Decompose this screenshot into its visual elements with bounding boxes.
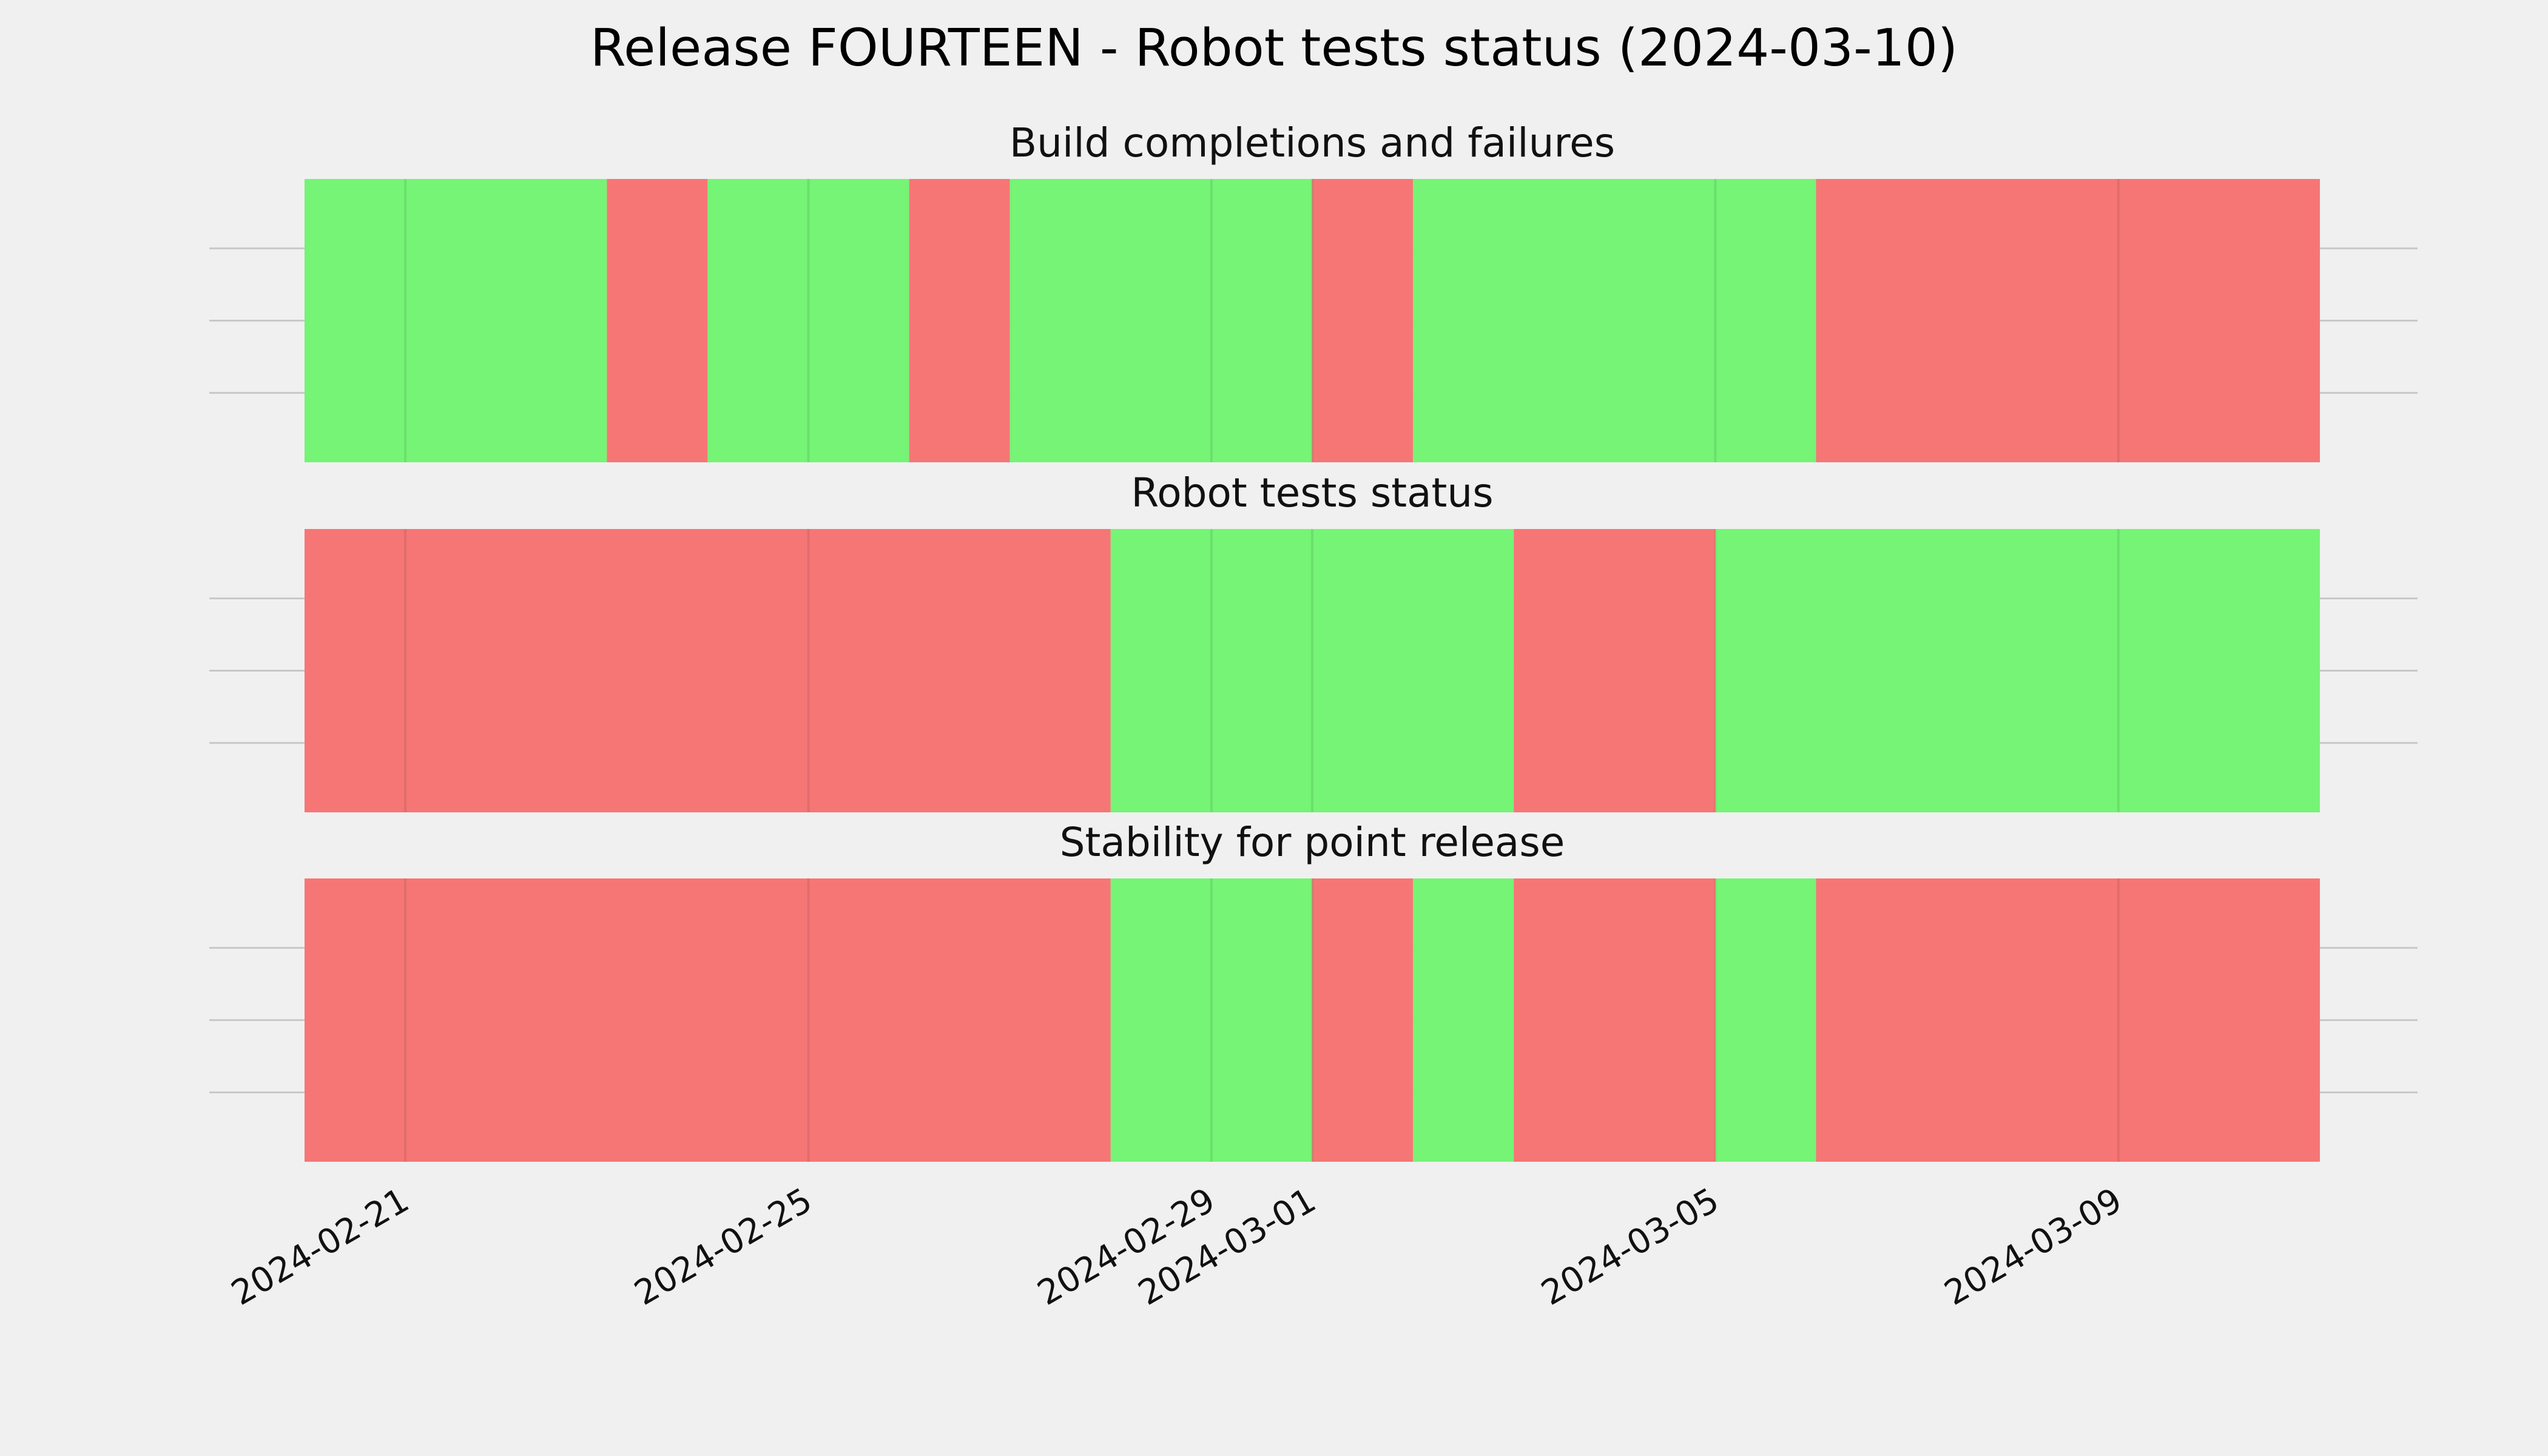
panel-3-segment-6-pass: [1715, 878, 1816, 1162]
panel-1-segment-2-fail: [607, 179, 708, 462]
panel-1: Build completions and failures: [209, 120, 2418, 462]
panel-3-segment-2-pass: [1110, 878, 1312, 1162]
panel-3-title: Stability for point release: [1060, 819, 1565, 866]
panel-1-title: Build completions and failures: [1009, 120, 1615, 166]
panel-1-segment-5-pass: [1009, 179, 1312, 462]
panel-3-segment-3-fail: [1312, 878, 1414, 1162]
panel-3-segment-7-fail: [1816, 878, 2320, 1162]
panel-1-segment-3-pass: [707, 179, 909, 462]
panel-1-segment-8-fail: [1816, 179, 2320, 462]
panel-3-segment-5-fail: [1514, 878, 1716, 1162]
panel-1-segment-4-fail: [909, 179, 1010, 462]
panel-2-segment-4-pass: [1715, 529, 2320, 812]
panel-1-segment-1-pass: [305, 179, 607, 462]
panel-2-segment-1-fail: [305, 529, 1111, 812]
x-tick-label-2024-03-09: 2024-03-09: [1938, 1181, 2128, 1313]
panel-2-title: Robot tests status: [1131, 470, 1493, 516]
x-tick-label-2024-03-05: 2024-03-05: [1535, 1181, 1725, 1313]
panel-2-segment-3-fail: [1514, 529, 1716, 812]
x-axis: 2024-02-21 2024-02-25 2024-02-292024-03-01…: [225, 1181, 2129, 1313]
panel-3-segment-4-pass: [1413, 878, 1514, 1162]
x-tick-label-2024-02-21: 2024-02-21: [225, 1181, 416, 1313]
x-tick-label-2024-02-25: 2024-02-25: [628, 1181, 818, 1313]
chart-title: Release FOURTEEN - Robot tests status (2…: [590, 18, 1958, 78]
panel-1-segment-7-pass: [1413, 179, 1816, 462]
panel-1-segment-6-fail: [1312, 179, 1414, 462]
panel-2: Robot tests status: [209, 470, 2418, 812]
panel-3: Stability for point release: [209, 819, 2418, 1162]
panel-3-segment-1-fail: [305, 878, 1111, 1162]
panel-2-segment-2-pass: [1110, 529, 1514, 812]
